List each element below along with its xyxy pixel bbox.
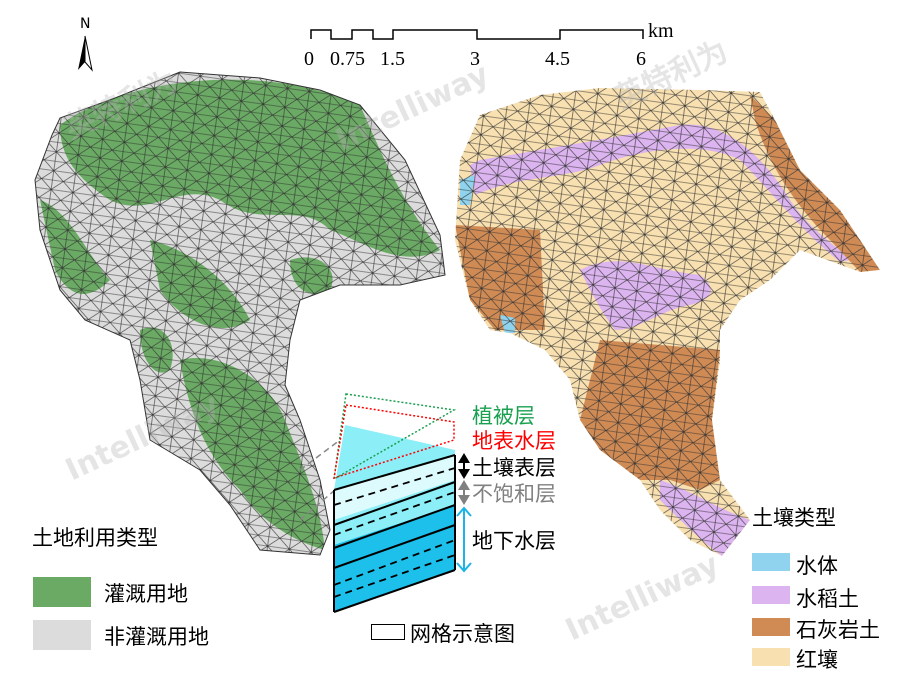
scale-tick: 0.75: [330, 48, 365, 70]
north-arrow-icon: [78, 35, 93, 72]
layer-arrows: [456, 453, 472, 573]
layer-label-unsaturated: 不饱和层: [472, 482, 556, 506]
groundwater-fill: [334, 505, 455, 612]
legend-swatch-water: [752, 553, 790, 571]
surface-water-layer-outline: [333, 404, 455, 480]
scale-bar: [310, 29, 644, 40]
layer-label-topsoil: 土壤表层: [472, 456, 556, 480]
scale-unit: km: [648, 20, 674, 42]
layer-label-surface-water: 地表水层: [472, 429, 556, 453]
legend-swatch-non-irrigated: [33, 620, 91, 650]
legend-swatch-irrigated: [33, 577, 91, 607]
scale-tick: 4.5: [545, 48, 570, 70]
north-label: N: [80, 16, 91, 32]
legend-swatch-red-soil: [752, 648, 790, 666]
legend-label-limestone: 石灰岩土: [796, 618, 880, 642]
legend-label-irrigated: 灌溉用地: [104, 582, 188, 606]
layer-label-groundwater: 地下水层: [472, 529, 556, 553]
scale-tick: 3: [470, 48, 480, 70]
grid-legend-swatch: [371, 624, 405, 640]
legend-label-non-irrigated: 非灌溉用地: [104, 625, 209, 649]
soil-legend-title: 土壤类型: [752, 506, 836, 530]
legend-swatch-paddy: [752, 586, 790, 604]
grid-diagram: [299, 393, 472, 613]
scale-tick: 1.5: [380, 48, 405, 70]
scale-tick: 0: [304, 48, 314, 70]
scale-tick: 6: [636, 48, 646, 70]
layer-label-vegetation: 植被层: [472, 404, 535, 428]
legend-label-water: 水体: [796, 554, 838, 578]
legend-label-paddy: 水稻土: [796, 587, 859, 611]
legend-label-red-soil: 红壤: [796, 648, 838, 672]
land-use-legend-title: 土地利用类型: [32, 526, 158, 550]
legend-swatch-limestone: [752, 618, 790, 636]
grid-legend-label: 网格示意图: [410, 622, 515, 646]
